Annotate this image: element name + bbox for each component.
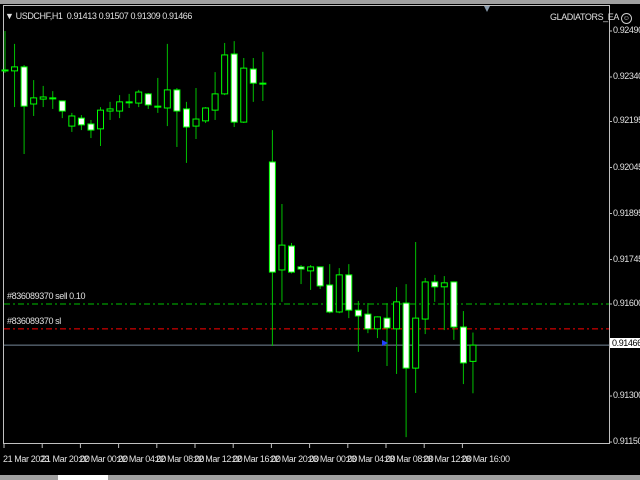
bull-candle <box>221 54 229 95</box>
bear-candle <box>326 284 334 313</box>
price-axis-label: 0.91895 <box>613 207 640 218</box>
price-axis-label: 0.92490 <box>613 25 640 35</box>
low-value: 0.91309 <box>130 11 161 21</box>
sell-order-label: #836089370 sell 0.10 <box>7 291 86 301</box>
bull-candle <box>68 115 76 127</box>
bear-candle <box>459 326 467 364</box>
time-axis-label: 23 Mar 00:00 <box>308 454 358 464</box>
bull-candle <box>192 118 200 127</box>
bear-candle <box>87 123 95 131</box>
bear-candle <box>316 266 324 287</box>
price-axis-label: 0.92340 <box>613 71 640 81</box>
bull-candle <box>240 67 248 123</box>
time-axis-label: 22 Mar 12:00 <box>194 454 243 464</box>
time-axis-label: 21 Mar 20:00 <box>41 454 90 464</box>
chart-tab[interactable] <box>58 475 108 480</box>
price-axis-label: 0.91745 <box>613 253 640 264</box>
time-axis-label: 21 Mar 2023 <box>3 454 50 464</box>
ea-status[interactable]: GLADIATORS_EA ☺ <box>550 12 632 24</box>
bear-candle <box>402 302 410 369</box>
bear-candle <box>20 66 28 107</box>
price-axis-label: 0.91300 <box>613 390 640 401</box>
collapse-triangle-icon[interactable]: ▼ <box>5 11 14 21</box>
bull-candle <box>278 244 286 271</box>
bear-candle <box>383 317 391 329</box>
bull-candle <box>163 89 171 109</box>
bear-candle <box>364 313 372 330</box>
bear-candle <box>58 100 66 112</box>
open-value: 0.91413 <box>66 11 97 21</box>
time-axis-label: 22 Mar 20:00 <box>270 454 319 464</box>
bear-candle <box>182 108 190 128</box>
bear-candle <box>268 161 276 273</box>
time-axis-label: 22 Mar 04:00 <box>117 454 167 464</box>
chart-header: ▼ USDCHF,H1 0.91413 0.91507 0.91309 0.91… <box>5 11 192 21</box>
window-top-border <box>0 0 640 4</box>
chart-frame <box>3 5 610 444</box>
bear-candle <box>354 309 362 317</box>
time-axis-label: 22 Mar 16:00 <box>232 454 281 464</box>
bear-candle <box>144 93 152 106</box>
time-axis-label: 22 Mar 00:00 <box>79 454 128 464</box>
time-axis-label: 23 Mar 04:00 <box>346 454 396 464</box>
bear-candle <box>345 274 353 311</box>
time-axis-label: 23 Mar 08:00 <box>385 454 434 464</box>
bull-candle <box>335 274 343 313</box>
bull-candle <box>373 316 381 330</box>
bull-candle <box>421 281 429 320</box>
bull-candle <box>440 282 448 288</box>
bottom-scrollbar[interactable] <box>0 475 640 480</box>
bear-candle <box>125 101 133 104</box>
bull-candle <box>211 93 219 111</box>
smiley-icon: ☺ <box>620 13 632 24</box>
time-axis-label: 23 Mar 16:00 <box>461 454 510 464</box>
time-axis-label: 22 Mar 08:00 <box>155 454 205 464</box>
bull-candle <box>202 107 210 122</box>
bear-candle <box>249 68 257 84</box>
symbol-label: USDCHF,H1 <box>15 11 63 21</box>
price-axis-label: 0.92045 <box>613 161 640 172</box>
trade-entry-arrow-icon <box>382 340 388 346</box>
chart-shift-marker-icon <box>484 6 490 12</box>
current-price-label: 0.91466 <box>610 338 640 348</box>
price-axis-label: 0.91600 <box>613 298 640 308</box>
bull-candle <box>106 108 114 112</box>
high-value: 0.91507 <box>98 11 129 21</box>
bull-candle <box>412 317 420 369</box>
time-axis-label: 23 Mar 12:00 <box>423 454 472 464</box>
ea-label: GLADIATORS_EA <box>550 12 619 22</box>
bull-candle <box>11 66 19 72</box>
bear-candle <box>288 245 295 273</box>
bull-candle <box>97 109 104 130</box>
bear-candle <box>230 53 238 123</box>
bear-candle <box>259 82 267 85</box>
bear-candle <box>450 281 458 328</box>
bear-candle <box>1 69 9 72</box>
bull-candle <box>116 101 124 112</box>
bear-candle <box>431 281 439 288</box>
close-value: 0.91466 <box>162 11 193 21</box>
price-axis-label: 0.91150 <box>613 436 640 447</box>
bear-candle <box>77 117 85 126</box>
bear-candle <box>154 105 162 108</box>
bull-candle <box>135 91 143 104</box>
bull-candle <box>393 301 401 330</box>
bear-candle <box>173 89 181 112</box>
bear-candle <box>297 266 305 270</box>
bull-candle <box>469 344 477 362</box>
bull-candle <box>30 97 38 105</box>
bull-candle <box>39 96 47 100</box>
price-axis-label: 0.92195 <box>613 115 640 126</box>
sl-order-label: #836089370 sl <box>7 316 61 326</box>
bull-candle <box>307 266 315 272</box>
bear-candle <box>49 97 57 100</box>
